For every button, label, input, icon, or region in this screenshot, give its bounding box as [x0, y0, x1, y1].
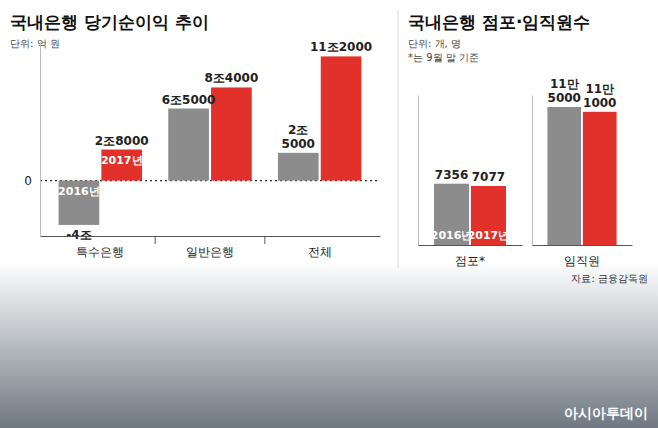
x-tick-label: 전체 — [308, 245, 332, 259]
bar — [321, 56, 362, 180]
x-tick: 전체 — [308, 236, 332, 259]
bars — [547, 107, 616, 245]
data-label: 2조5000 — [282, 123, 315, 151]
chart-root: 국내은행 당기순이익 추이단위: 억 원 -4조 2016년 6조5000 2조5000… — [0, 0, 658, 428]
x-tick-label: 임직원 — [564, 254, 600, 268]
labels: -4조 2016년 6조5000 2조5000 2조8000 2017년 8조4000 11조… — [58, 40, 372, 242]
x-tick: 특수은행 — [76, 236, 124, 259]
background — [0, 0, 658, 428]
y-axis-line — [40, 43, 41, 237]
x-tick: 임직원 — [564, 245, 600, 268]
x-axis-line — [533, 245, 633, 246]
title: 국내은행 점포·임직원수 — [408, 12, 590, 32]
y-tick: 0 — [24, 174, 40, 188]
group-separator — [264, 236, 265, 244]
bar — [583, 112, 617, 245]
bar — [59, 181, 100, 225]
data-label: 7356 — [435, 168, 468, 182]
data-label: 11조2000 — [310, 40, 372, 54]
data-label: 2조8000 — [95, 134, 149, 148]
labels: 11만500011만1000 — [548, 77, 617, 110]
x-axis: 점포* — [419, 245, 523, 268]
data-label: 6조5000 — [162, 93, 216, 107]
y-tick-label: 0 — [24, 174, 32, 188]
data-label: 8조4000 — [205, 71, 259, 85]
chart-2: 자료: 금융감독원아시아투데이 11만500011만1000 임직원 — [533, 77, 649, 421]
bar — [168, 109, 209, 181]
panel-divider — [398, 10, 399, 268]
chart-1: 국내은행 점포·임직원수단위: 개, 명*는 9월 말 기준73562016년7… — [408, 12, 590, 268]
series-label: 2016년 — [58, 185, 100, 198]
x-axis: 임직원 — [533, 245, 633, 268]
series-label: 2016년 — [431, 229, 473, 242]
y-axis — [532, 96, 533, 246]
bar — [278, 153, 319, 181]
y-axis-line — [418, 96, 419, 246]
bar — [547, 107, 581, 245]
background-city — [0, 262, 658, 428]
chart-0: 국내은행 당기순이익 추이단위: 억 원 -4조 2016년 6조5000 2조5000… — [10, 12, 381, 259]
x-tick: 일반은행 — [186, 236, 234, 259]
data-label: -4조 — [66, 228, 91, 242]
source: 자료: 금융감독원 — [571, 273, 648, 284]
series-label: 2017년 — [101, 154, 143, 167]
bar — [211, 87, 252, 180]
data-label: 11만1000 — [583, 82, 616, 110]
x-tick-label: 점포* — [455, 254, 485, 268]
x-tick: 점포* — [455, 245, 485, 268]
y-axis: 0 — [24, 43, 40, 237]
x-axis-line — [41, 236, 381, 237]
bars — [59, 56, 362, 225]
labels: 7356 2016년 7077 2017년 — [431, 168, 510, 242]
y-axis-line — [532, 96, 533, 246]
x-tick-label: 일반은행 — [186, 245, 234, 259]
x-axis: 특수은행 일반은행 전체 — [41, 236, 381, 259]
y-axis — [418, 96, 419, 246]
group-separator — [155, 236, 156, 244]
series-label: 2017년 — [468, 229, 510, 242]
x-tick-label: 특수은행 — [76, 245, 124, 259]
title: 국내은행 당기순이익 추이 — [10, 12, 209, 32]
subtitle: 단위: 억 원 — [10, 38, 60, 49]
note: *는 9월 말 기준 — [408, 52, 479, 63]
data-label: 7077 — [472, 170, 505, 184]
subtitle: 단위: 개, 명 — [408, 38, 461, 49]
bar — [101, 150, 142, 181]
data-label: 11만5000 — [548, 77, 581, 105]
credit: 아시아투데이 — [564, 405, 648, 421]
x-axis-line — [419, 245, 523, 246]
